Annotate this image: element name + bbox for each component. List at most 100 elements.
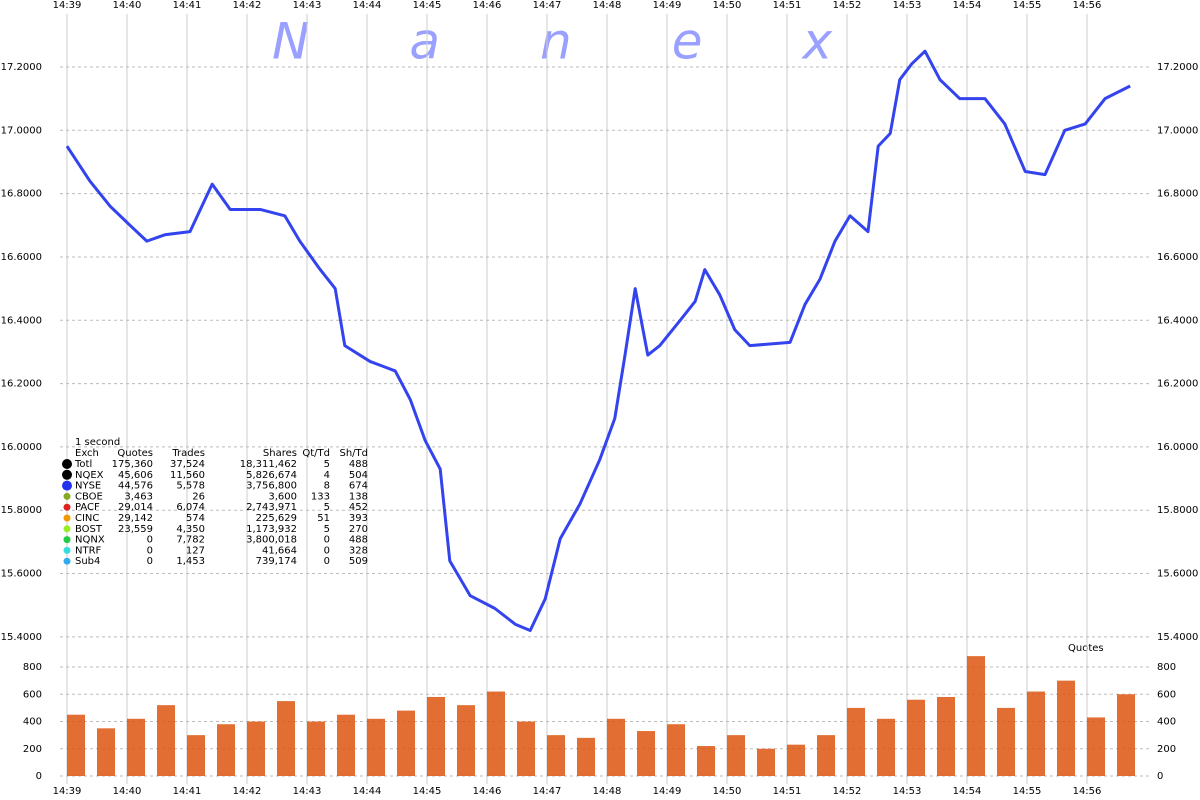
table-cell: 23,559 <box>118 524 153 535</box>
y-tick-label-right: 15.6000 <box>1157 569 1198 580</box>
table-cell: 44,576 <box>118 481 153 492</box>
y-tick-label-left: 15.6000 <box>1 569 42 580</box>
quote-bar <box>877 718 895 776</box>
y-tick-label-left: 0 <box>36 771 42 782</box>
legend-marker <box>62 459 72 469</box>
table-cell: 18,311,462 <box>240 459 297 470</box>
table-cell: 37,524 <box>170 459 205 470</box>
x-tick-label: 14:51 <box>773 0 802 11</box>
quote-bar <box>1087 717 1105 776</box>
y-tick-label-right: 16.8000 <box>1157 189 1198 200</box>
table-cell: 41,664 <box>262 545 297 556</box>
y-tick-label-left: 200 <box>23 744 42 755</box>
table-header: Sh/Td <box>339 448 368 459</box>
table-cell: NQNX <box>75 535 105 546</box>
table-cell: 3,463 <box>124 491 153 502</box>
y-tick-label-right: 600 <box>1157 689 1176 700</box>
y-tick-label-right: 16.6000 <box>1157 252 1198 263</box>
table-cell: 8 <box>324 481 330 492</box>
x-tick-label: 14:49 <box>653 786 682 797</box>
quote-bar <box>367 718 385 776</box>
y-tick-label-right: 16.4000 <box>1157 315 1198 326</box>
table-cell: 0 <box>147 535 153 546</box>
table-cell: CINC <box>75 513 99 524</box>
table-cell: NTRF <box>75 545 102 556</box>
quote-bar <box>487 691 505 776</box>
legend-marker <box>63 536 71 544</box>
table-cell: 509 <box>349 556 368 567</box>
quote-bar <box>907 699 925 776</box>
table-cell: 504 <box>349 470 368 481</box>
table-cell: 225,629 <box>256 513 297 524</box>
table-cell: 29,014 <box>118 502 153 513</box>
quote-bar <box>547 735 565 776</box>
quote-bar <box>1057 680 1075 776</box>
x-tick-label: 14:54 <box>953 0 982 11</box>
x-tick-label: 14:54 <box>953 786 982 797</box>
x-tick-label: 14:52 <box>833 0 862 11</box>
table-cell: 2,743,971 <box>246 502 297 513</box>
table-cell: Totl <box>74 459 92 470</box>
table-cell: 1,453 <box>176 556 205 567</box>
table-cell: NQEX <box>75 470 104 481</box>
quote-bar <box>307 721 325 776</box>
table-header: Qt/Td <box>302 448 330 459</box>
y-tick-label-left: 600 <box>23 689 42 700</box>
table-header: Shares <box>263 448 297 459</box>
table-cell: Sub4 <box>75 556 100 567</box>
table-cell: 6,074 <box>176 502 205 513</box>
x-tick-label: 14:45 <box>413 786 442 797</box>
y-tick-label-right: 0 <box>1157 771 1163 782</box>
x-tick-label: 14:48 <box>593 0 622 11</box>
table-cell: 51 <box>317 513 330 524</box>
table-cell: 5 <box>324 459 330 470</box>
table-cell: 5 <box>324 502 330 513</box>
quote-bar <box>97 728 115 776</box>
x-tick-label: 14:46 <box>473 786 502 797</box>
table-cell: 5,826,674 <box>246 470 297 481</box>
table-cell: 26 <box>192 491 205 502</box>
table-cell: 488 <box>349 535 368 546</box>
table-header: Quotes <box>117 448 153 459</box>
table-cell: 393 <box>349 513 368 524</box>
quote-bar <box>427 696 445 776</box>
quote-bar <box>67 714 85 776</box>
table-cell: 1,173,932 <box>246 524 297 535</box>
legend-marker <box>63 492 71 500</box>
table-cell: 0 <box>324 545 330 556</box>
table-cell: NYSE <box>75 481 101 492</box>
legend-marker <box>62 480 72 491</box>
quote-bar <box>157 705 175 776</box>
x-tick-label: 14:50 <box>713 0 742 11</box>
x-tick-label: 14:48 <box>593 786 622 797</box>
legend-marker <box>62 469 72 480</box>
table-cell: 0 <box>324 556 330 567</box>
table-cell: 138 <box>349 491 368 502</box>
y-tick-label-right: 800 <box>1157 662 1176 673</box>
table-cell: CBOE <box>75 491 103 502</box>
x-tick-label: 14:41 <box>173 786 202 797</box>
y-tick-label-right: 17.0000 <box>1157 125 1198 136</box>
table-cell: 0 <box>147 545 153 556</box>
table-cell: BOST <box>75 524 103 535</box>
table-header: Exch <box>75 448 99 459</box>
x-tick-label: 14:47 <box>533 786 562 797</box>
x-tick-label: 14:44 <box>353 786 382 797</box>
table-cell: 488 <box>349 459 368 470</box>
table-cell: 328 <box>349 545 368 556</box>
quote-bar <box>577 737 595 776</box>
x-tick-label: 14:55 <box>1013 786 1042 797</box>
quote-bar <box>187 735 205 776</box>
x-tick-label: 14:53 <box>893 786 922 797</box>
y-tick-label-right: 200 <box>1157 744 1176 755</box>
table-cell: 175,360 <box>112 459 153 470</box>
y-tick-label-right: 400 <box>1157 717 1176 728</box>
quote-bar <box>997 707 1015 776</box>
table-cell: 133 <box>311 491 330 502</box>
x-tick-label: 14:51 <box>773 786 802 797</box>
table-cell: 3,800,018 <box>246 535 297 546</box>
table-cell: 674 <box>349 481 368 492</box>
quote-bar <box>457 705 475 776</box>
